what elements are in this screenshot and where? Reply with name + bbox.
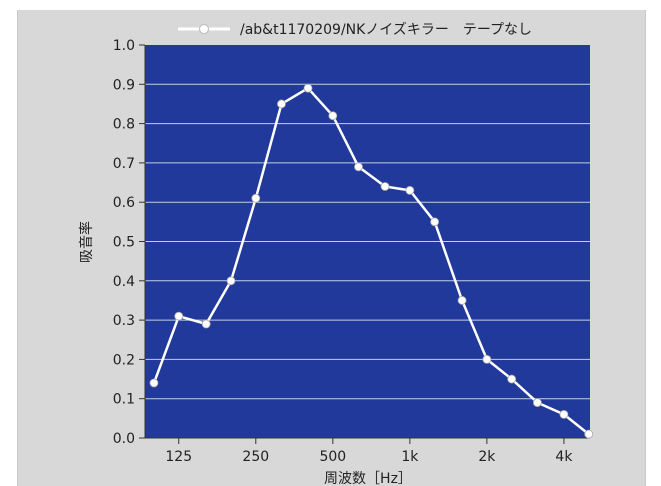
y-tick-label: 1.0	[113, 38, 135, 54]
data-point	[354, 162, 363, 172]
legend-point-marker	[199, 24, 209, 34]
x-tick-label: 4k	[555, 449, 573, 465]
data-point	[328, 111, 338, 121]
legend: /ab&t1170209/NKノイズキラー テープなし	[178, 22, 532, 38]
data-point	[380, 182, 390, 191]
data-point	[277, 99, 286, 109]
series-group	[149, 83, 594, 439]
data-point	[405, 186, 415, 195]
y-tick-label: 0.3	[113, 313, 135, 329]
data-point	[507, 374, 517, 384]
x-tick-label: 500	[319, 449, 346, 465]
x-tick-label: 2k	[478, 449, 496, 465]
y-axis: 0.0 0.1 0.2 0.3 0.4 0.5 0.6 0.7 0.8 0.9 1.0	[113, 38, 146, 447]
x-tick-label: 125	[165, 449, 192, 465]
data-point	[201, 319, 211, 329]
grid-lines	[145, 83, 590, 400]
legend-label: /ab&t1170209/NKノイズキラー テープなし	[240, 22, 532, 38]
data-point	[226, 276, 236, 286]
data-point	[303, 83, 313, 93]
data-point	[174, 311, 184, 321]
data-point	[457, 296, 467, 305]
x-tick-label: 1k	[401, 449, 419, 465]
y-tick-label: 0.4	[113, 274, 135, 290]
y-tick-label: 0.5	[113, 235, 135, 251]
y-tick-label: 0.1	[113, 392, 135, 408]
absorption-chart: 0.0 0.1 0.2 0.3 0.4 0.5 0.6 0.7 0.8 0.9 1.0 125 250…	[78, 22, 594, 486]
y-tick-label: 0.2	[113, 352, 135, 368]
data-point	[251, 193, 261, 203]
y-axis-label: 吸音率	[78, 221, 95, 263]
data-point	[149, 378, 159, 388]
data-point	[482, 354, 492, 364]
data-point	[584, 429, 594, 439]
y-tick-label: 0.9	[113, 77, 135, 93]
y-tick-label: 0.8	[113, 117, 135, 133]
chart-frame: 0.0 0.1 0.2 0.3 0.4 0.5 0.6 0.7 0.8 0.9 1.0 125 250…	[17, 10, 646, 486]
x-axis: 125 250 500 1k 2k 4k	[145, 437, 590, 465]
data-point	[430, 217, 440, 227]
y-tick-label: 0.6	[113, 195, 135, 211]
y-tick-label: 0.7	[113, 156, 135, 172]
x-tick-label: 250	[242, 449, 269, 465]
data-point	[559, 410, 569, 419]
x-axis-label: 周波数［Hz］	[324, 471, 412, 486]
data-point	[532, 398, 542, 408]
series-line	[152, 86, 590, 436]
y-tick-label: 0.0	[113, 431, 135, 447]
